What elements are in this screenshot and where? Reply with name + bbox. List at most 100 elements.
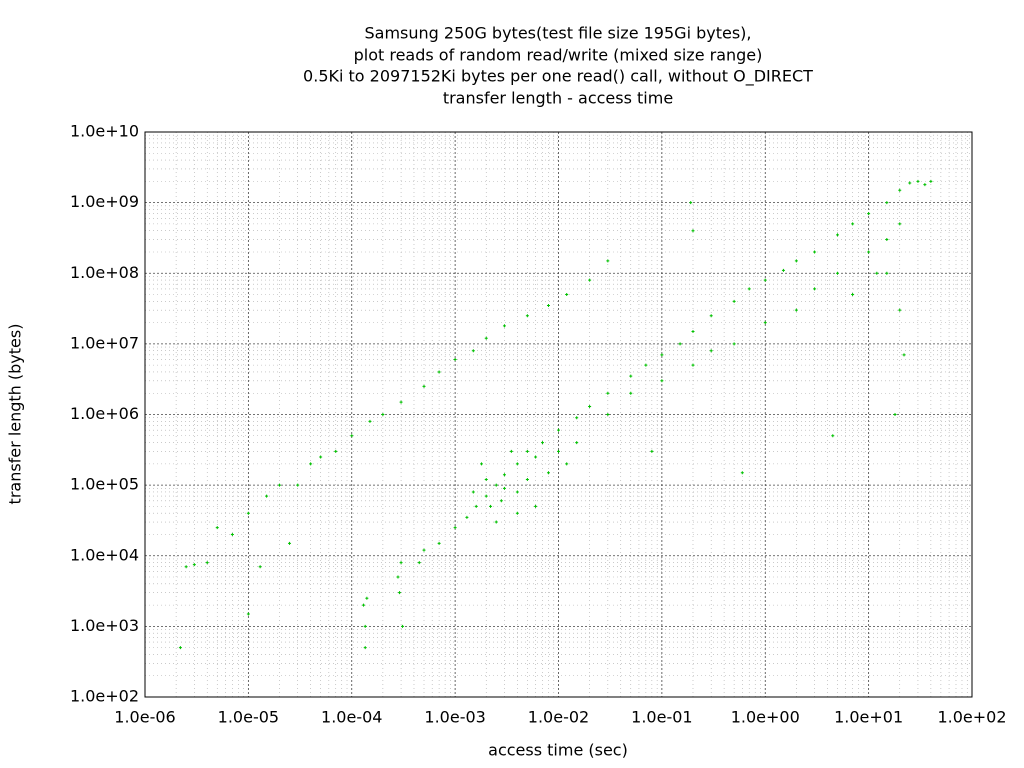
data-point xyxy=(867,250,871,254)
y-tick-label: 1.0e+02 xyxy=(70,687,139,706)
data-point xyxy=(437,370,441,374)
data-point xyxy=(898,308,902,312)
data-point xyxy=(319,455,323,459)
data-point xyxy=(246,511,250,515)
data-point xyxy=(484,336,488,340)
chart-title: 0.5Ki to 2097152Ki bytes per one read() … xyxy=(303,67,813,87)
data-point xyxy=(588,278,592,282)
data-point xyxy=(902,353,906,357)
data-point xyxy=(575,416,579,420)
data-point xyxy=(230,532,234,536)
data-point xyxy=(691,229,695,233)
data-point xyxy=(691,363,695,367)
data-point xyxy=(515,490,519,494)
data-point xyxy=(650,449,654,453)
data-point xyxy=(365,596,369,600)
data-point xyxy=(660,353,664,357)
data-point xyxy=(401,624,405,628)
data-point xyxy=(363,624,367,628)
data-point xyxy=(740,471,744,475)
data-point xyxy=(296,483,300,487)
data-point xyxy=(606,413,610,416)
data-point xyxy=(557,449,560,453)
data-point xyxy=(851,222,855,226)
data-point xyxy=(660,379,664,383)
data-point xyxy=(258,565,262,569)
data-point xyxy=(474,504,478,508)
data-point xyxy=(509,449,513,453)
data-point xyxy=(363,646,367,650)
data-point xyxy=(689,201,693,205)
data-point xyxy=(534,455,538,459)
data-point xyxy=(334,449,338,453)
data-point xyxy=(565,462,569,466)
data-point xyxy=(540,441,544,445)
data-point xyxy=(893,413,897,416)
data-point xyxy=(629,374,633,378)
data-point xyxy=(546,303,550,307)
data-point xyxy=(565,293,569,297)
chart-title: Samsung 250G bytes(test file size 195Gi … xyxy=(365,24,752,43)
data-point xyxy=(916,179,920,183)
x-tick-label: 1.0e+00 xyxy=(731,708,800,727)
data-point xyxy=(502,324,506,328)
data-point xyxy=(309,462,313,466)
x-tick-label: 1.0e-05 xyxy=(218,708,279,727)
data-point xyxy=(898,222,902,226)
y-tick-label: 1.0e+06 xyxy=(70,404,139,423)
data-point xyxy=(929,179,933,183)
data-point xyxy=(515,462,519,466)
data-point xyxy=(813,250,817,254)
data-point xyxy=(215,526,219,530)
data-point xyxy=(288,541,292,545)
data-point xyxy=(489,504,493,508)
data-point xyxy=(399,561,403,565)
data-point xyxy=(465,515,469,519)
data-point xyxy=(422,548,426,552)
data-point xyxy=(875,271,879,275)
data-point xyxy=(763,321,767,325)
data-point xyxy=(763,278,767,282)
data-point xyxy=(867,212,871,216)
data-point xyxy=(484,494,488,498)
data-point xyxy=(747,287,751,291)
data-point xyxy=(606,391,610,395)
data-point xyxy=(546,471,550,475)
data-point xyxy=(831,434,835,438)
data-point xyxy=(205,561,209,565)
data-point xyxy=(644,363,648,367)
data-point xyxy=(437,541,441,545)
data-point xyxy=(606,259,610,263)
data-point xyxy=(368,419,372,423)
data-point xyxy=(534,504,538,508)
data-point xyxy=(471,349,475,353)
data-point xyxy=(575,441,579,445)
chart-title: transfer length - access time xyxy=(443,89,673,108)
data-point xyxy=(588,404,592,408)
x-tick-label: 1.0e-03 xyxy=(424,708,485,727)
chart-title: plot reads of random read/write (mixed s… xyxy=(354,46,763,65)
data-point xyxy=(813,287,817,291)
data-point xyxy=(836,233,840,237)
data-point xyxy=(691,329,695,333)
y-tick-label: 1.0e+05 xyxy=(70,475,139,494)
data-point xyxy=(557,428,560,432)
data-point xyxy=(525,314,529,318)
x-tick-label: 1.0e+01 xyxy=(834,708,903,727)
data-point xyxy=(525,449,529,453)
plot-frame xyxy=(144,131,973,698)
data-point xyxy=(732,342,736,346)
data-point xyxy=(350,434,354,438)
data-point xyxy=(885,201,889,205)
data-point xyxy=(453,358,457,362)
data-point xyxy=(396,575,400,579)
data-point xyxy=(794,259,798,263)
data-point xyxy=(502,486,506,490)
data-point xyxy=(732,299,736,303)
data-point xyxy=(494,483,498,487)
data-point xyxy=(398,591,402,595)
data-point xyxy=(923,183,927,187)
y-tick-label: 1.0e+03 xyxy=(70,616,139,635)
